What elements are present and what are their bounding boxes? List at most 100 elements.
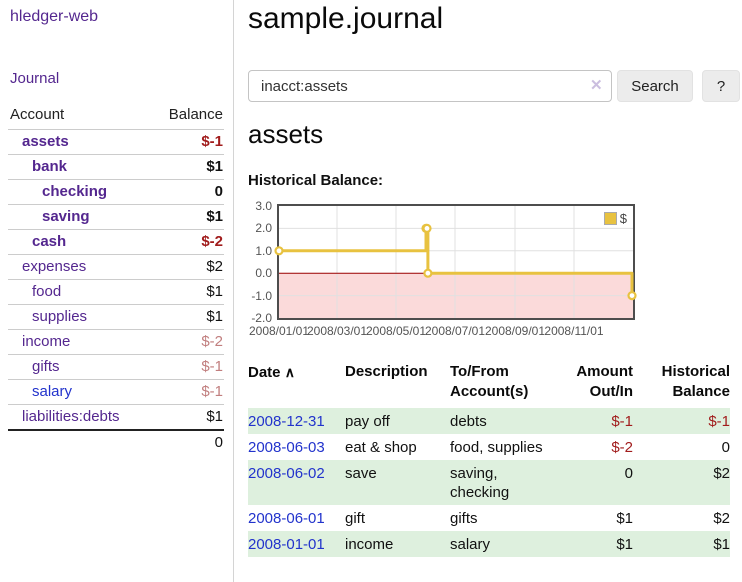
transaction-date-link[interactable]: 2008-06-03 — [248, 439, 325, 456]
transaction-balance: $2 — [713, 510, 730, 527]
account-balance: $1 — [150, 404, 224, 430]
account-link-gifts[interactable]: gifts — [32, 358, 60, 375]
account-row: salary $-1 — [8, 379, 224, 405]
accounts-table: Account Balance assets $-1 bank $1 check… — [8, 104, 224, 455]
account-row: expenses $2 — [8, 254, 224, 280]
account-row: saving $1 — [8, 204, 224, 230]
account-row: supplies $1 — [8, 304, 224, 330]
register-header-amount: Amount Out/In — [576, 363, 633, 400]
transaction-balance: $1 — [713, 536, 730, 553]
account-balance: $-1 — [150, 129, 224, 155]
account-link-bank[interactable]: bank — [32, 158, 68, 175]
balance-chart: $ — [274, 204, 637, 320]
transaction-accounts: debts — [450, 413, 487, 430]
account-link-supplies[interactable]: supplies — [32, 308, 88, 325]
x-axis-tick-label: 2008/11/01 — [544, 324, 604, 338]
account-balance: $1 — [150, 279, 224, 305]
account-link-salary[interactable]: salary — [32, 383, 73, 400]
register-header-row: Date ∧ Description To/From Account(s) Am… — [248, 358, 730, 408]
account-link-liabilities-debts[interactable]: liabilities:debts — [22, 408, 120, 425]
account-row: liabilities:debts $1 — [8, 404, 224, 430]
account-link-checking[interactable]: checking — [42, 183, 108, 200]
transaction-row: 2008-06-01 gift gifts $1 $2 — [248, 505, 730, 531]
chart-legend: $ — [601, 210, 629, 227]
account-balance: $2 — [150, 254, 224, 280]
search-button[interactable]: Search — [617, 70, 693, 102]
sidebar-item-journal[interactable]: Journal — [10, 70, 60, 87]
account-balance: $1 — [150, 204, 224, 230]
legend-color-swatch — [603, 212, 617, 225]
accounts-header-row: Account Balance — [8, 104, 224, 130]
transaction-description: income — [345, 536, 394, 553]
transaction-row: 2008-06-02 save saving, checking 0 $2 — [248, 460, 730, 505]
register-header-balance: Historical Balance — [661, 363, 730, 400]
transaction-row: 2008-06-03 eat & shop food, supplies $-2… — [248, 434, 730, 460]
account-balance: 0 — [150, 179, 224, 205]
transaction-accounts: gifts — [450, 510, 478, 527]
y-axis-tick-label: 2.0 — [255, 221, 272, 236]
register-table: Date ∧ Description To/From Account(s) Am… — [248, 358, 730, 557]
transaction-description: save — [345, 465, 377, 482]
register-header-description: Description — [345, 363, 428, 380]
transaction-description: eat & shop — [345, 439, 417, 456]
transaction-date-link[interactable]: 2008-06-02 — [248, 465, 325, 482]
register-header-accounts: To/From Account(s) — [450, 363, 529, 400]
y-axis-tick-label: 3.0 — [255, 199, 272, 213]
app-title-link[interactable]: hledger-web — [10, 8, 99, 25]
account-balance: $1 — [150, 304, 224, 330]
transaction-row: 2008-12-31 pay off debts $-1 $-1 — [248, 408, 730, 434]
sort-ascending-icon: ∧ — [284, 364, 295, 380]
transaction-accounts: saving, checking — [450, 465, 510, 501]
transaction-amount: $-1 — [611, 413, 633, 430]
account-link-saving[interactable]: saving — [42, 208, 90, 225]
transaction-description: gift — [345, 510, 366, 527]
transaction-balance: $2 — [713, 465, 730, 482]
account-balance: $-1 — [150, 379, 224, 405]
help-button[interactable]: ? — [702, 70, 740, 102]
account-row: food $1 — [8, 279, 224, 305]
chart-title: Historical Balance: — [248, 172, 384, 189]
account-balance: $-2 — [150, 229, 224, 255]
transaction-accounts: salary — [450, 536, 491, 553]
y-axis-tick-label: 0.0 — [255, 266, 272, 281]
y-axis-tick-label: 1.0 — [255, 243, 272, 258]
account-link-income[interactable]: income — [22, 333, 71, 350]
x-axis-tick-label: 2008/01/01 — [248, 324, 310, 338]
transaction-date-link[interactable]: 2008-01-01 — [248, 536, 325, 553]
chart-plot-svg — [274, 206, 637, 318]
transaction-balance: 0 — [721, 439, 730, 456]
account-row: income $-2 — [8, 329, 224, 355]
sidebar: hledger-web Journal Account Balance asse… — [0, 0, 234, 582]
transaction-amount: $1 — [616, 536, 633, 553]
account-row: gifts $-1 — [8, 354, 224, 380]
account-row: assets $-1 — [8, 129, 224, 155]
page-title: sample.journal — [248, 2, 444, 35]
transaction-amount: $-2 — [611, 439, 633, 456]
account-link-food[interactable]: food — [32, 283, 62, 300]
account-link-assets[interactable]: assets — [22, 133, 69, 150]
transaction-amount: $1 — [616, 510, 633, 527]
register-header-date-label: Date — [248, 364, 281, 381]
transaction-balance: $-1 — [708, 413, 730, 430]
account-link-expenses[interactable]: expenses — [22, 258, 87, 275]
accounts-total-row: 0 — [8, 429, 224, 455]
register-header-date[interactable]: Date ∧ — [248, 358, 345, 408]
account-heading: assets — [248, 119, 324, 149]
account-row: cash $-2 — [8, 229, 224, 255]
transaction-date-link[interactable]: 2008-12-31 — [248, 413, 325, 430]
legend-label: $ — [619, 211, 627, 226]
account-balance: $-1 — [150, 354, 224, 380]
transaction-date-link[interactable]: 2008-06-01 — [248, 510, 325, 527]
accounts-header-balance: Balance — [168, 106, 223, 123]
transaction-description: pay off — [345, 413, 390, 430]
transaction-amount: 0 — [624, 465, 633, 482]
transaction-row: 2008-01-01 income salary $1 $1 — [248, 531, 730, 557]
x-axis-tick-label: 2008/03/01 — [306, 324, 368, 338]
account-link-cash[interactable]: cash — [32, 233, 67, 250]
account-row: checking 0 — [8, 179, 224, 205]
y-axis-tick-label: -2.0 — [251, 311, 272, 325]
accounts-header-account: Account — [10, 106, 65, 123]
search-input[interactable] — [248, 70, 612, 102]
clear-search-icon[interactable]: ✕ — [590, 77, 603, 94]
accounts-total-balance: 0 — [150, 429, 224, 455]
